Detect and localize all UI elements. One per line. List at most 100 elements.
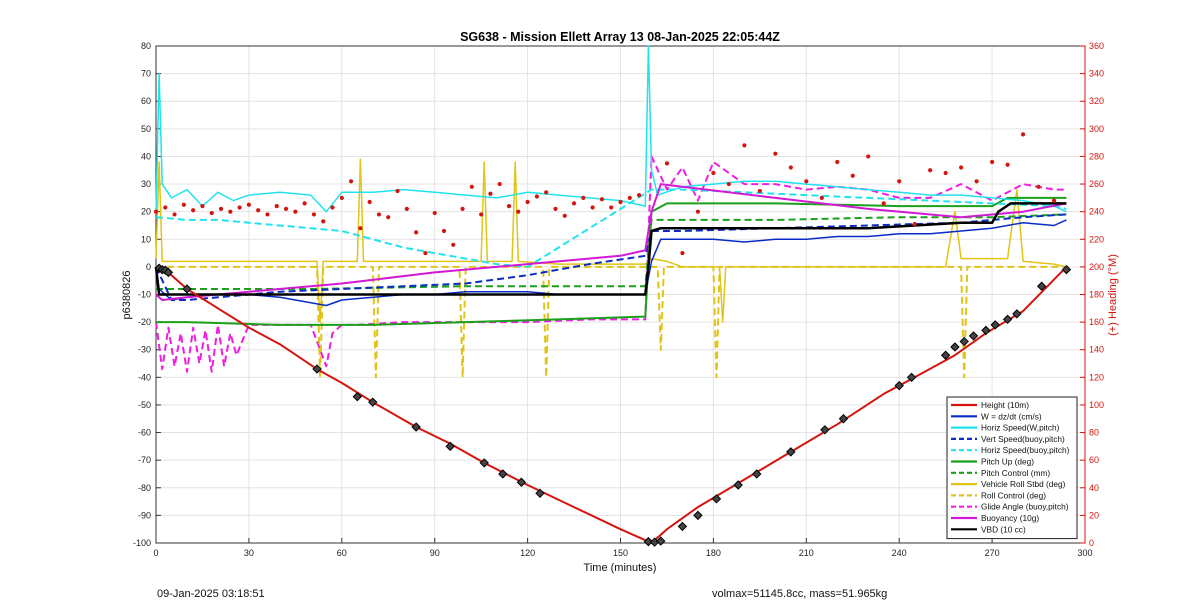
- legend-entry: Roll Control (deg): [981, 490, 1046, 500]
- height-marker: [950, 342, 960, 352]
- heading-point: [534, 194, 539, 199]
- heading-point: [191, 208, 196, 213]
- heading-point: [680, 250, 685, 256]
- heading-point: [358, 226, 363, 231]
- y-tick-label: -50: [138, 400, 151, 410]
- x-tick-label: 300: [1077, 548, 1092, 558]
- y2-tick-label: 80: [1089, 428, 1099, 438]
- height-marker: [693, 510, 703, 521]
- height-marker: [535, 488, 545, 499]
- series-line: [155, 213, 1067, 301]
- y2-tick-label: 320: [1089, 96, 1104, 106]
- y2-tick-label: 120: [1089, 372, 1104, 382]
- heading-point: [386, 215, 391, 220]
- heading-point: [311, 212, 317, 217]
- axes: 0 30 60 90 120 150 180 210 240 270 300-100-90-80-7…: [133, 41, 1104, 558]
- height-marker: [959, 336, 969, 347]
- height-marker: [656, 536, 666, 546]
- heading-point: [181, 202, 186, 207]
- y2-tick-label: 240: [1089, 207, 1104, 217]
- heading-point: [664, 161, 670, 166]
- y-tick-label: -90: [138, 510, 151, 520]
- y-tick-label: -60: [138, 428, 151, 438]
- y-tick-label: 80: [141, 41, 151, 51]
- series-line: [156, 196, 1067, 326]
- x-tick-label: 120: [520, 548, 535, 558]
- height-marker: [1061, 264, 1072, 275]
- heading-point: [525, 199, 530, 205]
- legend: Height (10m)W = dz/dt (cm/s) Horiz Speed(…: [946, 396, 1078, 540]
- y-tick-label: -10: [138, 290, 151, 300]
- heading-point: [441, 228, 447, 234]
- height-marker: [981, 325, 991, 336]
- heading-point: [627, 195, 632, 200]
- heading-point: [274, 204, 279, 209]
- heading-point: [897, 179, 902, 184]
- height-marker: [906, 372, 917, 383]
- y2-tick-label: 220: [1089, 234, 1104, 244]
- heading-point: [516, 209, 521, 214]
- y2-tick-label: 340: [1089, 69, 1104, 79]
- heading-point: [451, 242, 456, 247]
- y-tick-label: 30: [141, 179, 151, 189]
- height-marker: [838, 414, 849, 424]
- heading-point: [339, 195, 344, 200]
- footer-timestamp: 09-Jan-2025 03:18:51: [157, 588, 265, 600]
- plot-lines: [153, 45, 1068, 544]
- height-marker: [498, 469, 508, 479]
- legend-entry: Horiz Speed(buoy,pitch): [981, 445, 1070, 455]
- footer-volume-mass: volmax=51145.8cc, mass=51.965kg: [712, 588, 888, 600]
- heading-point: [330, 205, 335, 210]
- legend-entry: Pitch Control (mm): [981, 468, 1050, 478]
- heading-point: [562, 213, 567, 218]
- heading-point: [599, 197, 605, 202]
- x-tick-label: 0: [153, 548, 158, 558]
- y-tick-label: -100: [133, 538, 151, 548]
- y2-tick-label: 0: [1089, 538, 1094, 548]
- y2-tick-label: 140: [1089, 345, 1104, 355]
- height-marker: [752, 469, 762, 479]
- heading-point: [1036, 184, 1041, 189]
- heading-point: [636, 193, 642, 198]
- height-marker: [352, 391, 362, 402]
- heading-point: [866, 154, 871, 159]
- y-tick-label: 20: [141, 207, 151, 217]
- heading-point: [153, 209, 159, 214]
- legend-entry: Horiz Speed(W,pitch): [981, 423, 1060, 433]
- legend-entry: Pitch Up (deg): [981, 457, 1034, 467]
- y-tick-label: 40: [141, 151, 151, 161]
- heading-point: [228, 209, 233, 214]
- heading-point: [881, 201, 886, 206]
- heading-point: [711, 170, 716, 176]
- series-line: [155, 45, 1067, 213]
- heading-point: [773, 151, 778, 156]
- heading-point: [506, 204, 512, 209]
- height-marker: [1036, 281, 1047, 291]
- y2-tick-label: 60: [1089, 455, 1099, 465]
- y-tick-label: -80: [138, 483, 151, 493]
- x-tick-label: 60: [337, 548, 347, 558]
- y-tick-label: -20: [138, 317, 151, 327]
- y-tick-label: -40: [138, 372, 151, 382]
- heading-point: [804, 179, 809, 184]
- height-marker: [445, 441, 455, 452]
- heading-point: [1020, 132, 1026, 137]
- heading-point: [256, 208, 261, 213]
- heading-point: [321, 219, 326, 224]
- heading-point: [293, 209, 298, 214]
- y2-tick-label: 100: [1089, 400, 1104, 410]
- x-axis-label: Time (minutes): [584, 562, 657, 574]
- heading-point: [943, 170, 948, 176]
- heading-point: [237, 205, 242, 210]
- heading-point: [432, 210, 437, 216]
- heading-point: [581, 195, 586, 200]
- series-line: [155, 158, 1067, 323]
- heading-point: [404, 206, 409, 212]
- heading-point: [757, 188, 762, 194]
- heading-point: [172, 212, 177, 217]
- x-tick-label: 180: [706, 548, 721, 558]
- height-marker: [1012, 309, 1022, 319]
- heading-point: [414, 230, 419, 235]
- y-axis-label: p6380826: [121, 271, 133, 320]
